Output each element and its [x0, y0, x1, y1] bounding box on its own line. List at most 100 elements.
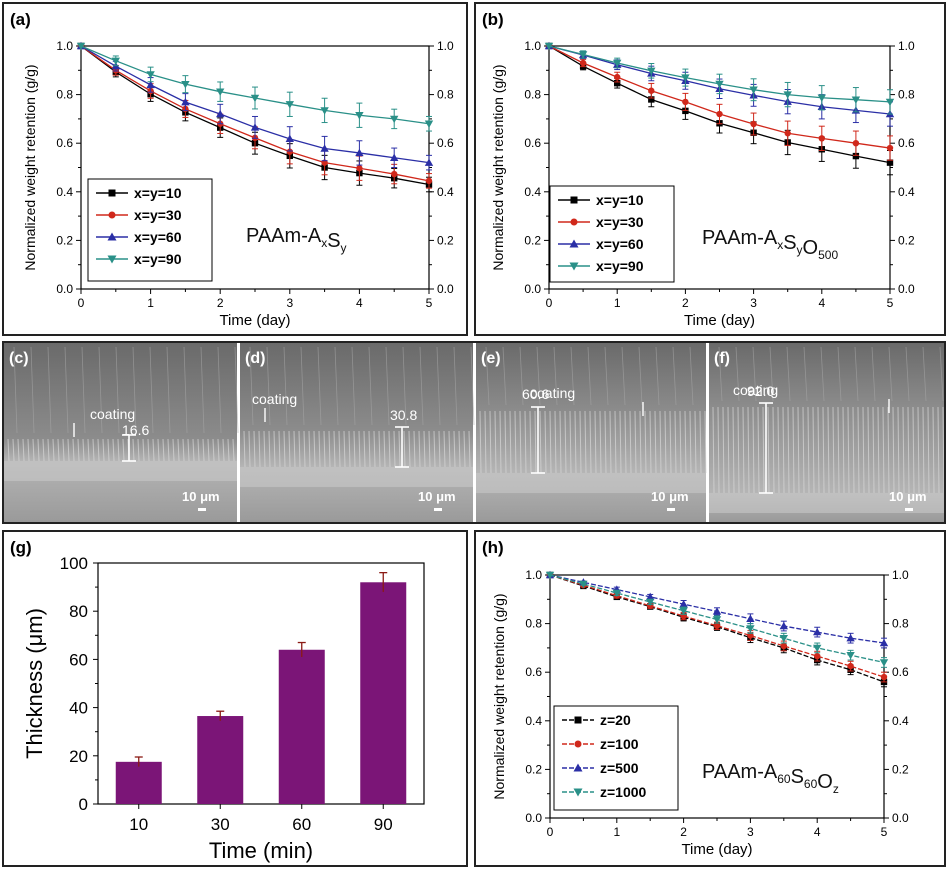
surface-streak — [752, 346, 757, 402]
coating-texture — [32, 438, 35, 462]
coating-texture — [722, 406, 725, 494]
legend-label: x=y=60 — [134, 229, 182, 245]
chart-h: (h) 0 1 2 3 4 5 0.0 0.0 0.2 0.2 0.4 0.4 0.6 0.6 0.8 0.8 1… — [482, 538, 909, 858]
coating-texture — [887, 406, 890, 494]
coating-texture — [549, 410, 552, 474]
x-tick-label: 3 — [286, 296, 293, 310]
coating-texture — [639, 410, 642, 474]
data-point — [813, 627, 822, 636]
y-tick-label-left: 1.0 — [524, 39, 541, 53]
y-tick-label-right: 1.0 — [892, 568, 909, 582]
surface-streak — [922, 346, 927, 402]
chart-g: (g) 0 20 40 60 80 100 10 30 60 90 Time (min) Thickne… — [10, 538, 425, 863]
surface-streak — [385, 346, 390, 426]
surface-streak — [234, 346, 239, 434]
y-tick-label-right: 0.0 — [437, 282, 454, 296]
data-point — [679, 607, 688, 615]
data-point — [847, 662, 854, 670]
data-point — [749, 86, 758, 94]
y-tick-label-right: 0.2 — [437, 233, 454, 247]
y-tick-label: 100 — [60, 554, 88, 573]
scale-bar — [905, 508, 913, 511]
data-point — [320, 107, 329, 115]
coating-texture — [717, 406, 720, 494]
x-tick-label: 0 — [547, 825, 554, 839]
scale-label: 10 μm — [889, 489, 927, 504]
data-point — [425, 177, 433, 185]
series-z=100 — [546, 571, 888, 683]
data-point — [852, 140, 860, 147]
coating-texture — [534, 410, 537, 474]
x-tick-label: 5 — [426, 296, 433, 310]
coating-texture — [27, 438, 30, 462]
data-point — [320, 144, 329, 152]
thickness-label: 60.6 — [522, 386, 549, 402]
coating-texture — [413, 430, 416, 468]
surface-streak — [283, 346, 288, 426]
data-point — [648, 87, 655, 94]
data-point — [648, 96, 655, 103]
data-point — [612, 589, 621, 598]
coating-texture — [752, 406, 755, 494]
coating-texture — [634, 410, 637, 474]
coating-texture — [827, 406, 830, 494]
coating-texture — [92, 438, 95, 462]
coating-texture — [544, 410, 547, 474]
coating-texture — [877, 406, 880, 494]
y-tick-label-left: 0.0 — [524, 282, 541, 296]
coating-label: coating — [90, 406, 135, 422]
y-tick-label-right: 0.6 — [898, 136, 915, 150]
y-tick-label-left: 0.0 — [525, 811, 542, 825]
series-line — [549, 574, 885, 683]
data-point — [879, 659, 889, 667]
legend-label: x=y=60 — [596, 236, 644, 252]
coating-texture — [669, 410, 672, 474]
coating-texture — [529, 410, 532, 474]
coating-texture — [227, 438, 230, 462]
coating-texture — [443, 430, 446, 468]
coating-texture — [152, 438, 155, 462]
series-x=y=30 — [77, 42, 433, 189]
coating-texture — [732, 406, 735, 494]
coating-texture — [308, 430, 311, 468]
surface-streak — [587, 346, 592, 406]
coating-texture — [504, 410, 507, 474]
coating-texture — [77, 438, 80, 462]
data-point — [355, 148, 364, 157]
y-tick-label-right: 0.2 — [892, 762, 909, 776]
coating-texture — [792, 406, 795, 494]
substrate — [709, 493, 944, 513]
coating-texture — [147, 438, 150, 462]
coating-texture — [278, 430, 281, 468]
coating-texture — [57, 438, 60, 462]
surface-streak — [419, 346, 424, 426]
data-point — [716, 110, 723, 118]
coating-texture — [122, 438, 125, 462]
y-tick-label-right: 0.6 — [892, 665, 909, 679]
coating-texture — [463, 430, 466, 468]
x-tick-label: 2 — [682, 296, 689, 310]
data-point — [614, 73, 621, 81]
coating-texture — [303, 430, 306, 468]
legend-marker — [107, 255, 117, 264]
annotation: PAAm-AxSyO500 — [702, 227, 838, 262]
data-point — [613, 59, 622, 68]
panel-h: (h) 0 1 2 3 4 5 0.0 0.0 0.2 0.2 0.4 0.4 0.6 0.6 0.8 0.8 1… — [474, 530, 946, 867]
coating-texture — [142, 438, 145, 462]
coating-texture — [67, 438, 70, 462]
panel-label: (a) — [10, 10, 31, 29]
coating-texture — [293, 430, 296, 468]
data-point — [544, 42, 554, 51]
coating-texture — [102, 438, 105, 462]
data-point — [250, 123, 260, 131]
legend-label: x=y=10 — [596, 192, 644, 208]
coating-texture — [802, 406, 805, 494]
coating-texture — [629, 410, 632, 474]
coating-texture — [453, 430, 456, 468]
legend-label: x=y=90 — [596, 258, 644, 274]
coating-texture — [519, 410, 522, 474]
panel-label: (f) — [714, 350, 730, 367]
data-point — [545, 571, 555, 580]
surface-streak — [81, 346, 86, 434]
